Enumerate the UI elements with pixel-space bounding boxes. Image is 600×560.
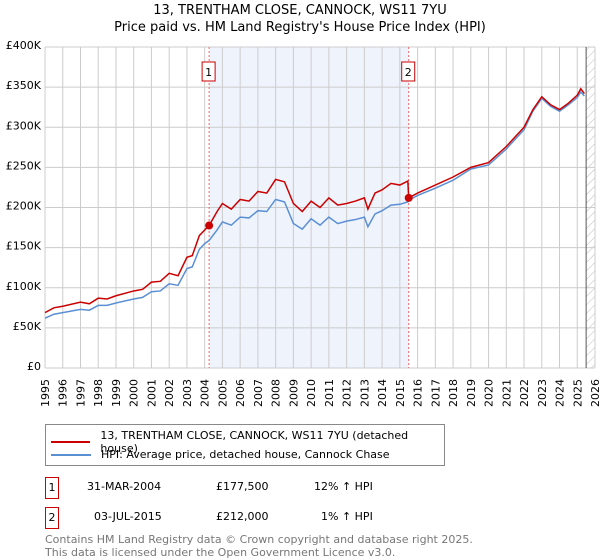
y-tick-label: £250K <box>6 159 42 172</box>
hpi-change: 1% ↑ HPI <box>321 510 373 523</box>
x-tick-label: 2013 <box>358 379 371 407</box>
x-tick-label: 2012 <box>341 379 354 407</box>
sale-point <box>404 193 413 202</box>
hpi-change: 12% ↑ HPI <box>314 480 373 493</box>
chart-subtitle: Price paid vs. HM Land Registry's House … <box>114 20 486 35</box>
price-chart: 1995 1996 1997 1998 1999 2000 2001 2002 2003 2004… <box>6 39 600 407</box>
x-tick-label: 1997 <box>74 379 87 407</box>
x-tick-label: 2017 <box>429 379 442 407</box>
x-tick-label: 2022 <box>518 379 531 407</box>
annotation-box <box>201 61 216 82</box>
price: £212,000 <box>216 510 269 523</box>
date: 31-MAR-2004 <box>87 480 162 493</box>
x-tick-label: 2016 <box>412 379 425 407</box>
legend-label: 13, TRENTHAM CLOSE, CANNOCK, WS11 7YU (d… <box>100 429 409 455</box>
footer: Contains HM Land Registry data © Crown c… <box>45 533 473 559</box>
date: 03-JUL-2015 <box>94 510 162 523</box>
x-tick-label: 2025 <box>571 379 584 407</box>
y-tick-label: £200K <box>6 200 42 213</box>
y-tick-label: £50K <box>13 320 42 333</box>
y-tick-label: £400K <box>6 39 42 52</box>
x-tick-label: 1998 <box>92 379 105 407</box>
x-tick-label: 2011 <box>323 379 336 407</box>
y-tick-label: £150K <box>6 240 42 253</box>
x-tick-label: 2009 <box>287 379 300 407</box>
marker-badge: 1 <box>45 477 59 499</box>
legend-item-hpi: HPI: Average price, detached house, Cann… <box>51 448 390 461</box>
x-tick-label: 1995 <box>39 379 52 407</box>
x-tick-label: 1999 <box>110 379 123 407</box>
annotation-label: 1 <box>205 66 212 79</box>
x-tick-label: 2018 <box>447 379 460 407</box>
legend-label: HPI: Average price, detached house, Cann… <box>101 448 390 461</box>
copyright-text: Contains HM Land Registry data © Crown c… <box>45 533 473 546</box>
y-tick-label: £0 <box>27 360 41 373</box>
y-tick-label: £350K <box>6 79 42 92</box>
x-tick-label: 2021 <box>500 379 513 407</box>
annotation-label: 2 <box>405 66 412 79</box>
x-tick-label: 2002 <box>163 379 176 407</box>
x-tick-label: 2026 <box>589 379 600 407</box>
x-tick-label: 2005 <box>216 379 229 407</box>
licence-text: This data is licensed under the Open Gov… <box>45 546 396 559</box>
x-tick-label: 2014 <box>376 379 389 407</box>
x-tick-label: 2003 <box>181 379 194 407</box>
annotation-box <box>401 61 416 82</box>
red-line-swatch <box>51 441 91 443</box>
series-line <box>44 87 585 314</box>
x-tick-label: 2004 <box>199 379 212 407</box>
x-tick-label: 2015 <box>394 379 407 407</box>
sale-point <box>205 221 214 230</box>
x-tick-label: 2001 <box>145 379 158 407</box>
x-tick-label: 2020 <box>483 379 496 407</box>
x-tick-label: 2007 <box>252 379 265 407</box>
x-tick-label: 2000 <box>128 379 141 407</box>
legend-item-property: 13, TRENTHAM CLOSE, CANNOCK, WS11 7YU (d… <box>51 429 444 455</box>
series-line <box>44 90 585 319</box>
y-tick-label: £300K <box>6 119 42 132</box>
price: £177,500 <box>216 480 269 493</box>
x-tick-label: 2023 <box>536 379 549 407</box>
marker-badge: 2 <box>45 507 59 529</box>
x-tick-label: 2006 <box>234 379 247 407</box>
legend: 13, TRENTHAM CLOSE, CANNOCK, WS11 7YU (d… <box>45 424 445 466</box>
x-tick-label: 2010 <box>305 379 318 407</box>
y-tick-label: £100K <box>6 280 42 293</box>
blue-line-swatch <box>51 453 91 456</box>
x-tick-label: 2008 <box>270 379 283 407</box>
x-tick-label: 2019 <box>465 379 478 407</box>
x-tick-label: 2024 <box>554 379 567 407</box>
chart-title: 13, TRENTHAM CLOSE, CANNOCK, WS11 7YU <box>153 3 447 18</box>
x-tick-label: 1996 <box>57 379 70 407</box>
